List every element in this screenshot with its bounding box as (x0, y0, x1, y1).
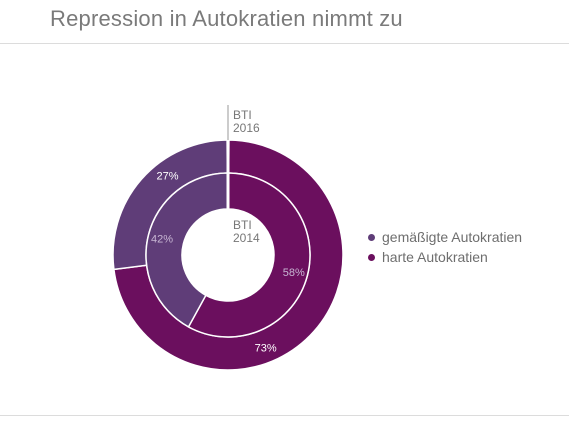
ring-caption-outer-line-1: BTI (233, 108, 252, 122)
data-label-outer-harte-autokratien: 73% (255, 343, 277, 355)
ring-caption-outer-line-2: 2016 (233, 121, 260, 135)
legend-swatch-gemaessigt (368, 233, 375, 241)
legend-label-hart: harte Autokratien (382, 249, 488, 265)
legend-item-hart: harte Autokratien (368, 247, 522, 267)
bottom-divider (0, 415, 569, 416)
data-label-inner-gem-igte-autokratien: 42% (151, 233, 173, 245)
legend-swatch-hart (368, 253, 375, 261)
legend-label-gemaessigt: gemäßigte Autokratien (382, 229, 523, 245)
slice-inner-gem-igte-autokratien (145, 172, 229, 328)
legend-item-gemaessigt: gemäßigte Autokratien (368, 227, 522, 247)
slice-inner-harte-autokratien (187, 172, 311, 338)
data-label-outer-gem-igte-autokratien: 27% (156, 170, 178, 182)
data-label-inner-harte-autokratien: 58% (283, 267, 305, 279)
ring-caption-inner-line-1: BTI (233, 218, 252, 232)
ring-caption-inner-line-2: 2014 (233, 231, 260, 245)
legend: gemäßigte Autokratien harte Autokratien (368, 227, 522, 267)
chart-title: Repression in Autokratien nimmt zu (50, 6, 403, 31)
top-divider (0, 43, 569, 44)
